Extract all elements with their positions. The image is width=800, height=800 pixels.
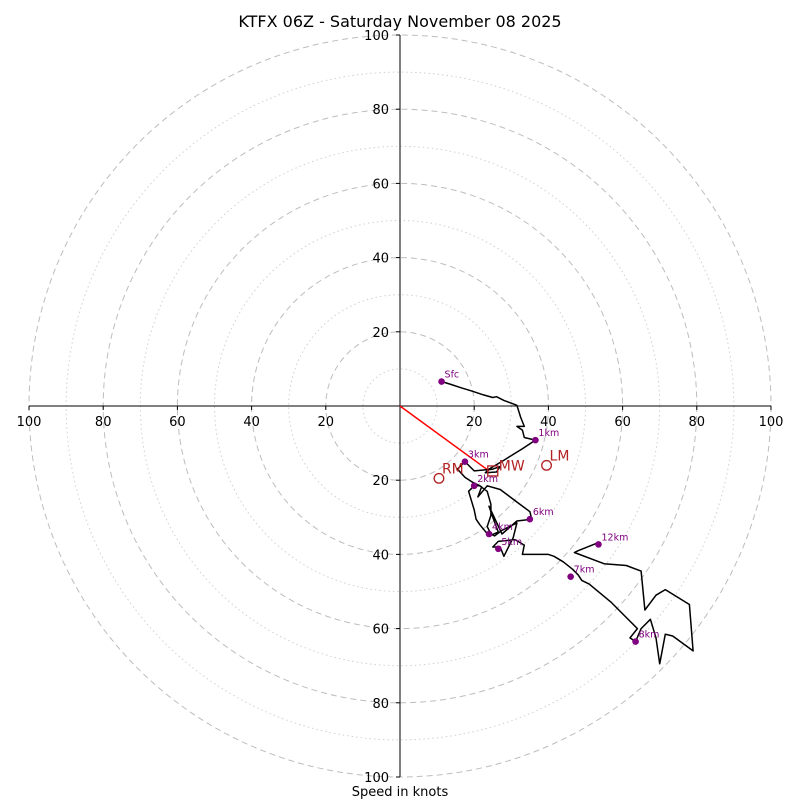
- height-label-3km: 3km: [468, 450, 489, 461]
- height-marker-2km: [470, 482, 478, 490]
- y-tick-label: 20: [372, 474, 389, 489]
- y-tick-label: 40: [372, 548, 389, 563]
- y-tick-label: 60: [372, 177, 389, 192]
- shear-vector: [399, 405, 490, 472]
- y-tick-label: 40: [372, 252, 389, 267]
- tick-labels: 100 80 60 40 20 20 40 60 80 100 100 80 60 40 20 20 40 60 8…: [17, 29, 784, 786]
- x-tick-label: 100: [17, 415, 42, 430]
- storm-rm-marker: [433, 472, 445, 484]
- height-marker-sfc: [438, 378, 445, 385]
- height-label-8km: 8km: [639, 630, 660, 641]
- height-marker-12km: [595, 541, 602, 548]
- height-label-1km: 1km: [538, 428, 559, 439]
- x-axis-title: Speed in knots: [352, 785, 449, 800]
- height-label-6km: 6km: [533, 507, 554, 518]
- height-markers: Sfc 1km 2km 3km 4km 5km 6km 7km 8km 12km: [438, 370, 659, 645]
- height-marker-4km: [485, 530, 493, 538]
- x-tick-label: 80: [95, 415, 112, 430]
- height-label-7km: 7km: [574, 565, 595, 576]
- height-marker-5km: [495, 545, 502, 553]
- x-tick-label: 60: [614, 415, 631, 430]
- height-label-4km: 4km: [492, 522, 513, 533]
- y-tick-label: 80: [372, 697, 389, 712]
- y-tick-label: 20: [372, 326, 389, 341]
- storm-motion-markers: RM LM MW: [433, 448, 570, 484]
- x-tick-label: 80: [689, 415, 706, 430]
- y-tick-label: 100: [364, 771, 389, 786]
- height-marker-6km: [526, 515, 534, 523]
- x-tick-label: 100: [759, 415, 784, 430]
- storm-rm-label: RM: [442, 461, 464, 477]
- height-label-2km: 2km: [477, 474, 498, 485]
- storm-mw-marker: [487, 465, 499, 477]
- wind-trace: [441, 380, 694, 665]
- x-tick-label: 20: [318, 415, 335, 430]
- y-tick-label: 80: [372, 103, 389, 118]
- x-tick-label: 40: [243, 415, 260, 430]
- y-tick-label: 60: [372, 623, 389, 638]
- height-label-sfc: Sfc: [445, 370, 460, 381]
- x-tick-label: 40: [540, 415, 557, 430]
- height-marker-8km: [632, 638, 639, 645]
- y-tick-label: 100: [364, 29, 389, 44]
- x-tick-label: 20: [466, 415, 483, 430]
- x-tick-label: 60: [169, 415, 186, 430]
- height-label-12km: 12km: [601, 532, 628, 543]
- wind-trace-group: [441, 380, 694, 665]
- height-marker-3km: [461, 458, 469, 465]
- height-label-5km: 5km: [501, 537, 522, 548]
- height-marker-1km: [532, 436, 539, 444]
- chart-title: KTFX 06Z - Saturday November 08 2025: [238, 12, 561, 31]
- storm-lm-label: LM: [550, 448, 570, 464]
- shear-vector-line: [399, 405, 490, 472]
- storm-mw-label: MW: [499, 458, 525, 474]
- storm-lm-marker: [541, 459, 552, 471]
- height-marker-7km: [567, 573, 574, 580]
